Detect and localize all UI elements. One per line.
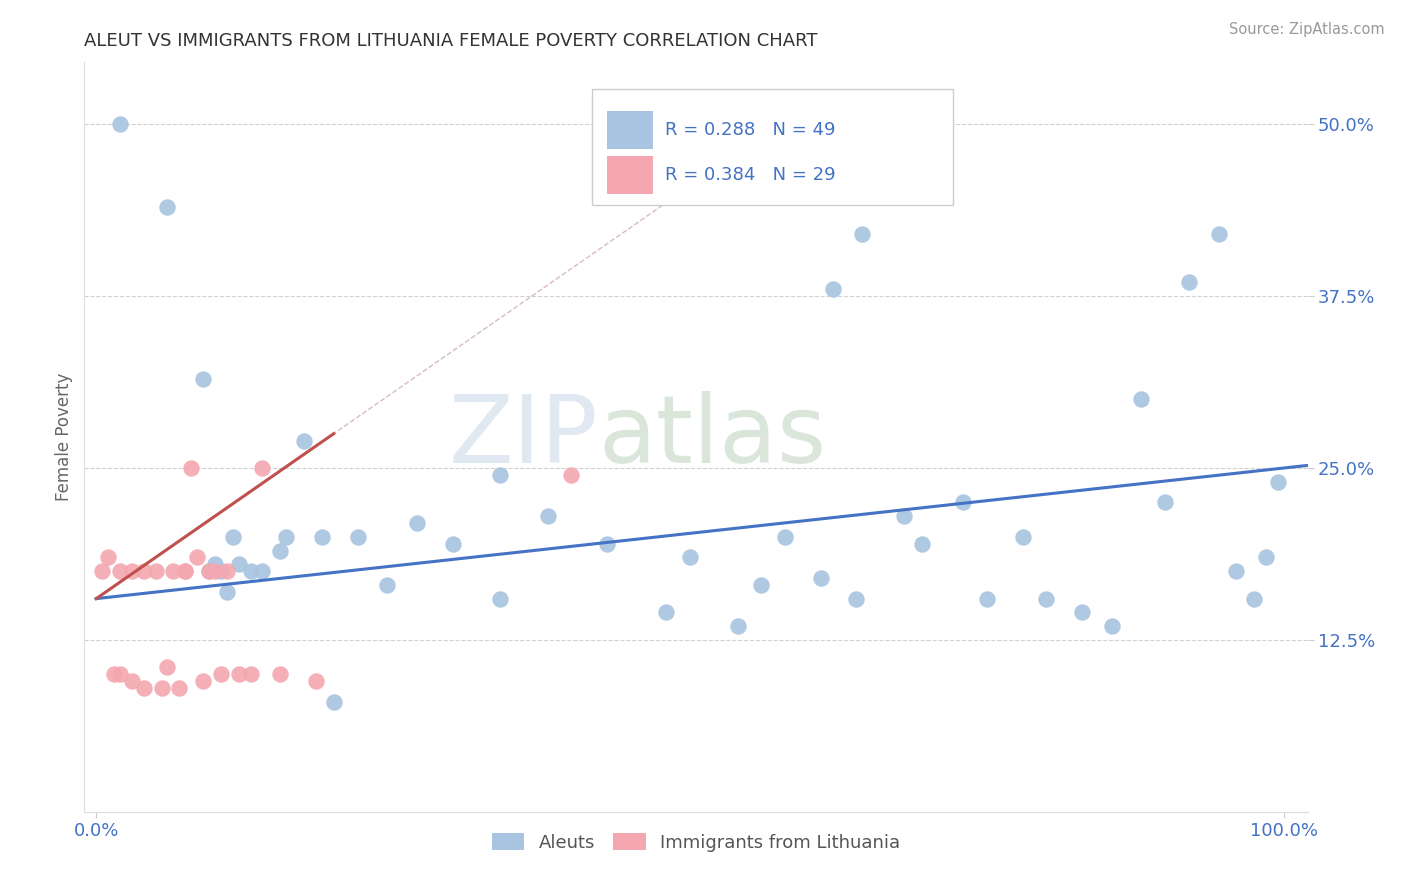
Point: [108, 564, 131, 578]
Point: [1101, 619, 1123, 633]
Point: [441, 536, 464, 550]
Point: [727, 619, 749, 633]
Point: [375, 578, 398, 592]
Point: [1154, 495, 1177, 509]
Point: [239, 667, 262, 681]
Point: [91, 564, 114, 578]
Point: [851, 227, 873, 242]
Point: [145, 564, 167, 578]
Point: [209, 564, 232, 578]
Point: [228, 667, 250, 681]
Text: R = 0.288   N = 49: R = 0.288 N = 49: [665, 121, 837, 139]
Point: [276, 530, 298, 544]
Point: [162, 564, 184, 578]
Point: [108, 117, 131, 131]
Point: [910, 536, 932, 550]
Point: [108, 667, 131, 681]
FancyBboxPatch shape: [606, 156, 654, 194]
Point: [596, 536, 619, 550]
Point: [749, 578, 772, 592]
Text: ALEUT VS IMMIGRANTS FROM LITHUANIA FEMALE POVERTY CORRELATION CHART: ALEUT VS IMMIGRANTS FROM LITHUANIA FEMAL…: [84, 32, 818, 50]
FancyBboxPatch shape: [592, 88, 953, 205]
Point: [252, 461, 274, 475]
Point: [1011, 530, 1033, 544]
Point: [204, 558, 226, 572]
FancyBboxPatch shape: [606, 112, 654, 149]
Point: [1243, 591, 1265, 606]
Point: [346, 530, 368, 544]
Point: [322, 695, 344, 709]
Point: [536, 509, 558, 524]
Point: [103, 667, 125, 681]
Point: [239, 564, 262, 578]
Point: [773, 530, 796, 544]
Point: [180, 461, 202, 475]
Point: [215, 584, 238, 599]
Point: [655, 606, 678, 620]
Point: [174, 564, 197, 578]
Point: [269, 667, 291, 681]
Point: [1071, 606, 1094, 620]
Y-axis label: Female Poverty: Female Poverty: [55, 373, 73, 501]
Point: [132, 681, 155, 695]
Point: [97, 550, 120, 565]
Point: [976, 591, 998, 606]
Point: [845, 591, 868, 606]
Text: atlas: atlas: [598, 391, 827, 483]
Point: [169, 681, 191, 695]
Point: [1267, 475, 1289, 489]
Text: ZIP: ZIP: [449, 391, 598, 483]
Point: [191, 674, 214, 689]
Point: [156, 200, 179, 214]
Point: [893, 509, 915, 524]
Point: [121, 564, 143, 578]
Point: [198, 564, 221, 578]
Point: [209, 667, 232, 681]
Point: [222, 530, 245, 544]
Point: [1254, 550, 1277, 565]
Point: [132, 564, 155, 578]
Point: [204, 564, 226, 578]
Point: [489, 467, 512, 482]
Point: [1130, 392, 1153, 407]
Point: [489, 591, 512, 606]
Point: [821, 282, 844, 296]
Point: [305, 674, 328, 689]
Point: [150, 681, 173, 695]
Point: [560, 467, 582, 482]
Point: [186, 550, 208, 565]
Point: [406, 516, 429, 530]
Point: [952, 495, 974, 509]
Point: [269, 543, 291, 558]
Point: [156, 660, 179, 674]
Point: [679, 550, 702, 565]
Legend: Aleuts, Immigrants from Lithuania: Aleuts, Immigrants from Lithuania: [485, 826, 907, 859]
Point: [810, 571, 832, 585]
Point: [215, 564, 238, 578]
Point: [228, 558, 250, 572]
Point: [198, 564, 221, 578]
Point: [1178, 276, 1201, 290]
Text: R = 0.384   N = 29: R = 0.384 N = 29: [665, 166, 837, 184]
Text: Source: ZipAtlas.com: Source: ZipAtlas.com: [1229, 22, 1385, 37]
Point: [1208, 227, 1230, 242]
Point: [252, 564, 274, 578]
Point: [191, 371, 214, 385]
Point: [174, 564, 197, 578]
Point: [1035, 591, 1057, 606]
Point: [121, 674, 143, 689]
Point: [292, 434, 315, 448]
Point: [311, 530, 333, 544]
Point: [1225, 564, 1247, 578]
